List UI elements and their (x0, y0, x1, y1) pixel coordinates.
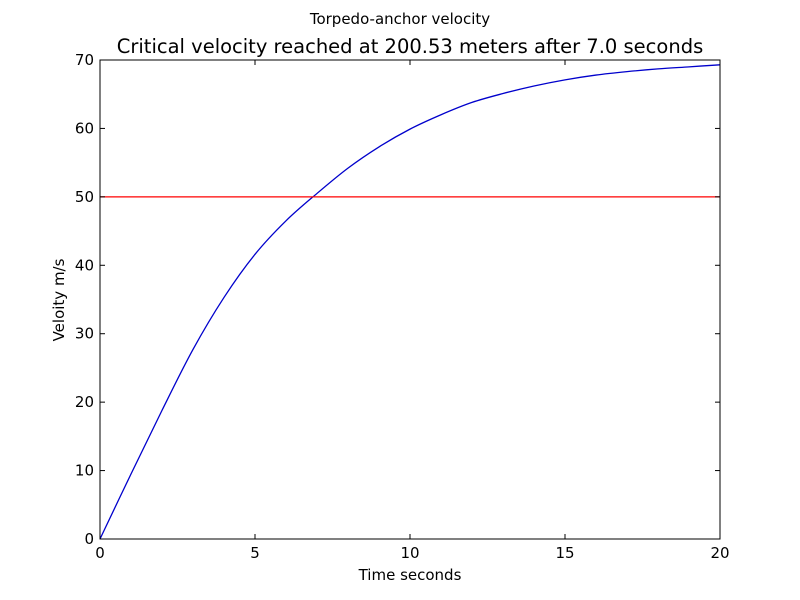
y-tick-label: 0 (84, 530, 94, 548)
x-tick-label: 15 (555, 544, 574, 562)
y-tick-label: 20 (75, 393, 94, 411)
y-tick-label: 60 (75, 119, 94, 137)
chart-title: Critical velocity reached at 200.53 mete… (117, 35, 703, 58)
series-layer (99, 64, 721, 540)
plot-area (100, 60, 720, 539)
plot-frame (99, 59, 721, 540)
x-axis-label: Time seconds (358, 566, 462, 584)
y-axis-label: Veloity m/s (50, 258, 68, 341)
y-tick-label: 10 (75, 462, 94, 480)
y-tick-label: 40 (75, 256, 94, 274)
y-tick-label: 70 (75, 51, 94, 69)
chart-suptitle: Torpedo-anchor velocity (309, 10, 490, 28)
x-tick-label: 20 (710, 544, 729, 562)
y-tick-label: 50 (75, 188, 94, 206)
x-tick-label: 5 (250, 544, 260, 562)
x-tick-label: 10 (400, 544, 419, 562)
y-tick-label: 30 (75, 325, 94, 343)
x-tick-label: 0 (95, 544, 105, 562)
ticks-layer: 0 5 10 15 20 0 10 20 30 40 50 60 70 (75, 51, 730, 562)
series-line-1 (99, 64, 721, 540)
